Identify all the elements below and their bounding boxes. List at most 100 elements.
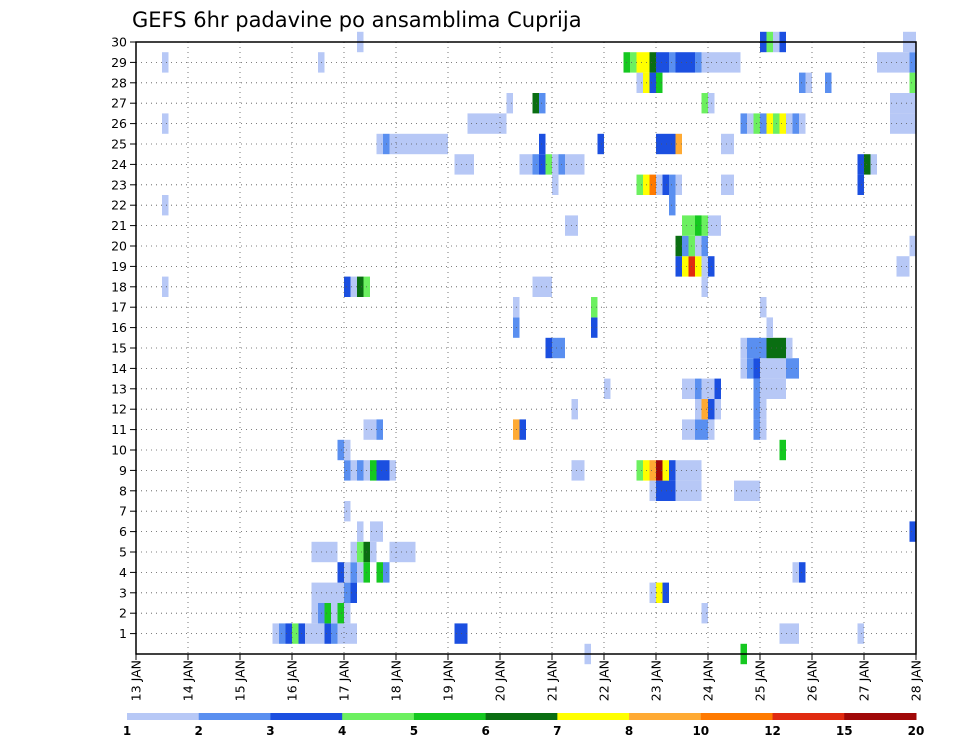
heatmap-cell (669, 174, 676, 195)
heatmap-cell (376, 133, 383, 155)
y-tick-label: 2 (119, 606, 127, 621)
y-tick-label: 21 (111, 218, 127, 233)
y-tick-label: 8 (119, 483, 127, 498)
heatmap-cell (909, 235, 916, 257)
heatmap-cell (799, 72, 806, 93)
y-tick-label: 23 (111, 177, 127, 192)
heatmap-cell (857, 174, 864, 195)
heatmap-cell (682, 419, 695, 440)
y-tick-label: 14 (111, 361, 127, 376)
heatmap-cell (682, 52, 695, 73)
heatmap-cell (552, 154, 559, 175)
colorbar-swatch (700, 713, 774, 720)
heatmap-cell (721, 174, 734, 195)
heatmap-cell (636, 72, 643, 93)
colorbar-label: 5 (410, 724, 418, 738)
heatmap-cell (272, 623, 279, 644)
heatmap-cell (740, 113, 747, 134)
x-axis-ticks: 13 JAN 14 JAN 15 JAN 16 JAN 17 JAN 18 JAN 19 J… (129, 654, 924, 701)
heatmap-cell (357, 521, 364, 542)
heatmap-cell (675, 460, 682, 481)
colorbar-label: 7 (553, 724, 561, 738)
colorbar-label: 1 (123, 724, 131, 738)
heatmap-cell (532, 93, 539, 114)
heatmap-cell (695, 52, 702, 73)
x-tick-label: 23 JAN (649, 660, 664, 701)
y-tick-label: 1 (119, 626, 127, 641)
heatmap-cell (786, 113, 793, 134)
heatmap-cell (760, 337, 767, 359)
heatmap-cell (857, 154, 864, 175)
colorbar-label: 20 (908, 724, 925, 738)
heatmap-cell (461, 623, 468, 644)
colorbar-label: 15 (836, 724, 853, 738)
heatmap-cell (870, 154, 877, 175)
colorbar-swatch (413, 713, 487, 720)
heatmap-cell (597, 133, 604, 155)
colorbar-swatch (557, 713, 630, 720)
heatmap-cell (565, 154, 585, 175)
heatmap-cell (545, 337, 552, 359)
colorbar-swatch (198, 713, 271, 720)
colorbar-swatch (485, 713, 558, 720)
y-axis-ticks: 1234567891011121314151617181920212223242… (111, 35, 136, 641)
heatmap-cell (344, 460, 351, 481)
heatmap-cell (649, 460, 656, 481)
heatmap-cell (695, 399, 702, 420)
heatmap-cell (636, 52, 643, 73)
heatmap-cell (337, 603, 344, 624)
heatmap-cell (506, 93, 513, 114)
x-tick-label: 28 JAN (909, 660, 924, 701)
heatmap-cell (695, 235, 702, 257)
x-tick-label: 14 JAN (181, 660, 196, 701)
colorbar-label: 4 (338, 724, 346, 738)
heatmap-cell (701, 256, 708, 277)
heatmap-cell (591, 317, 598, 338)
heatmap-cell (656, 582, 663, 603)
heatmap-cell (656, 480, 676, 501)
x-tick-label: 20 JAN (493, 660, 508, 701)
heatmap-cell (357, 276, 364, 297)
colorbar-swatch (844, 713, 917, 720)
heatmap-cell (909, 521, 916, 542)
heatmap-cell (350, 276, 357, 297)
y-tick-label: 16 (111, 320, 127, 335)
heatmap-cell (363, 419, 377, 440)
heatmap-cell (604, 378, 611, 399)
heatmap-cell (714, 399, 721, 420)
heatmap-cell (344, 501, 351, 522)
heatmap-cell (701, 235, 708, 257)
heatmap-cell (682, 215, 695, 236)
heatmap-cell (344, 603, 351, 624)
heatmap-cell (675, 174, 682, 195)
heatmap-cell (701, 399, 708, 420)
heatmap-cell (695, 215, 702, 236)
heatmap-cell (890, 113, 916, 134)
heatmap-cell (877, 52, 910, 73)
heatmap-cell (519, 419, 526, 440)
heatmap-cell (337, 623, 357, 644)
heatmap-cell (779, 113, 786, 134)
heatmap-cell (662, 174, 669, 195)
y-tick-label: 20 (111, 239, 127, 254)
heatmap-cell (350, 541, 357, 563)
heatmap-cell (292, 623, 299, 644)
heatmap-cell (740, 337, 747, 359)
heatmap-cell (675, 133, 682, 155)
heatmap-cell (350, 582, 357, 603)
y-tick-label: 28 (111, 75, 127, 90)
heatmap-cell (792, 562, 799, 583)
colorbar-label: 6 (481, 724, 489, 738)
heatmap-cell (682, 235, 689, 257)
heatmap-cell (773, 358, 786, 379)
heatmap-cell (701, 603, 708, 624)
x-tick-label: 19 JAN (441, 660, 456, 701)
y-tick-label: 4 (119, 565, 127, 580)
heatmap-cell (357, 541, 364, 563)
heatmap-cell (636, 460, 643, 481)
heatmap-cell (344, 582, 351, 603)
heatmap-cell (539, 276, 552, 297)
heatmap-cell (760, 399, 767, 420)
heatmap-cell (675, 52, 682, 73)
